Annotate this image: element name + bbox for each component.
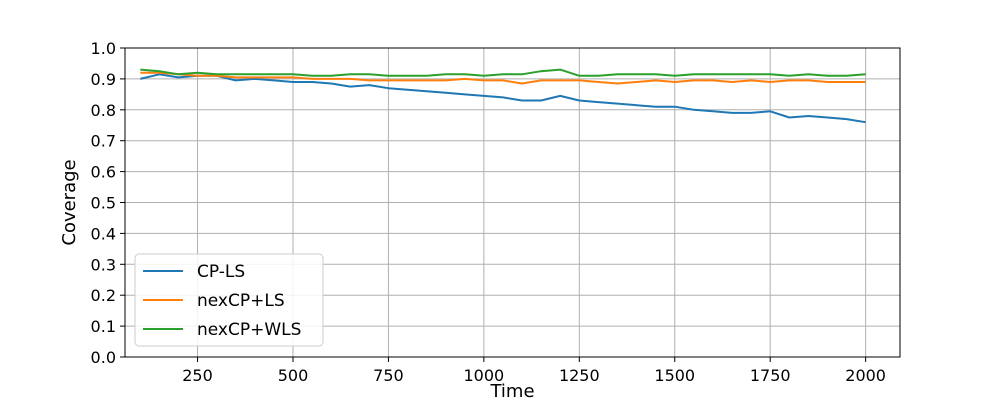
axis-ticks: 250 500 750 1000 1250 1500 1750 2000 0.0 0.1 0.2 0.… — [91, 39, 886, 385]
y-tick-label: 0.5 — [91, 194, 116, 213]
x-tick-label: 750 — [373, 366, 404, 385]
x-tick-label: 1250 — [559, 366, 600, 385]
y-tick-label: 0.1 — [91, 317, 116, 336]
legend-label: nexCP+LS — [197, 291, 285, 311]
y-tick-label: 0.4 — [91, 224, 116, 243]
x-tick-label: 1750 — [750, 366, 791, 385]
y-tick-label: 0.2 — [91, 286, 116, 305]
y-tick-label: 0.9 — [91, 70, 116, 89]
x-tick-label: 1500 — [654, 366, 695, 385]
x-axis-label: Time — [489, 381, 534, 400]
series-line-nexcp-ls — [140, 71, 866, 85]
y-tick-label: 1.0 — [91, 39, 116, 58]
x-tick-label: 250 — [182, 366, 213, 385]
series-line-nexcp-wls — [140, 68, 866, 77]
series-line-cp-ls — [140, 73, 866, 124]
x-tick-label: 500 — [278, 366, 309, 385]
y-tick-label: 0.6 — [91, 163, 116, 182]
legend-label: nexCP+WLS — [197, 320, 301, 340]
series-lines — [140, 68, 866, 124]
y-axis-label: Coverage — [59, 159, 80, 245]
y-tick-label: 0.8 — [91, 101, 116, 120]
x-tick-label: 2000 — [845, 366, 886, 385]
legend-label: CP-LS — [197, 262, 245, 282]
x-tick-label: 1000 — [464, 366, 505, 385]
y-tick-label: 0.7 — [91, 132, 116, 151]
y-tick-label: 0.0 — [91, 348, 116, 367]
y-tick-label: 0.3 — [91, 255, 116, 274]
legend-box — [134, 253, 324, 347]
legend: CP-LS nexCP+LS nexCP+WLS — [134, 253, 324, 347]
